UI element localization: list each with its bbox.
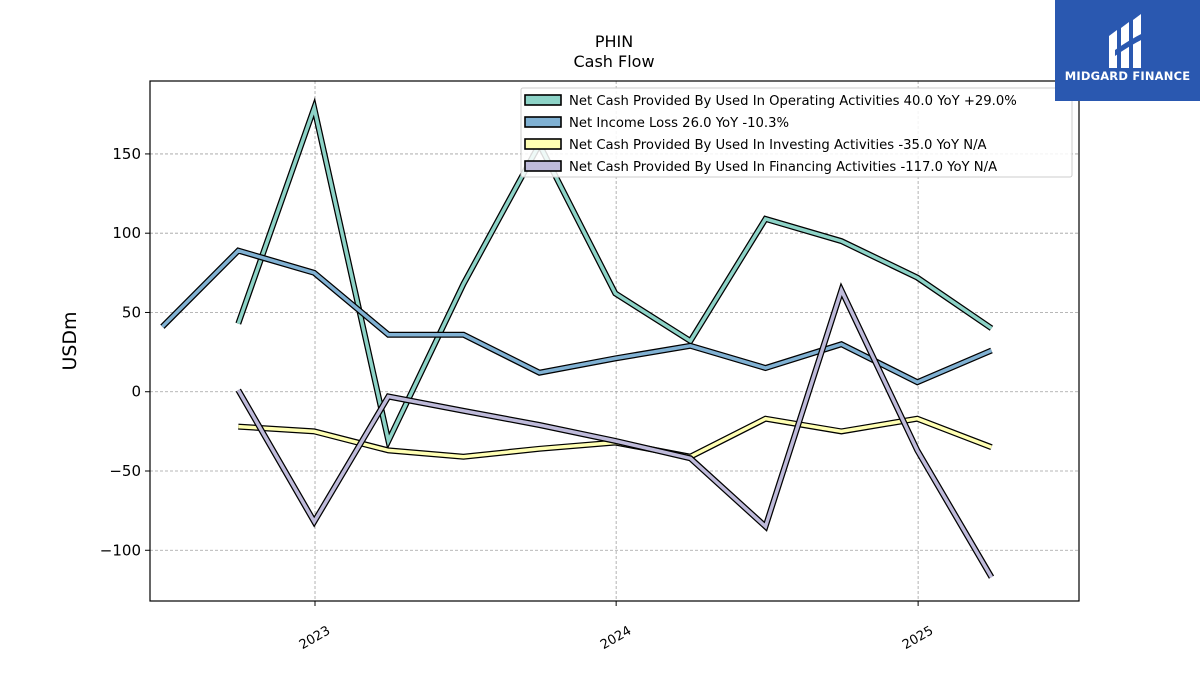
data-point (538, 371, 541, 374)
legend-label: Net Cash Provided By Used In Financing A… (569, 160, 997, 175)
data-point (916, 417, 919, 420)
chart-subtitle: Cash Flow (573, 52, 654, 71)
data-point (764, 217, 767, 220)
legend-swatch (524, 138, 562, 150)
data-point (614, 292, 617, 295)
data-point (764, 417, 767, 420)
chart-title: PHIN (595, 32, 633, 51)
y-tick-label: 150 (112, 145, 141, 163)
data-point (840, 343, 843, 346)
data-point (990, 349, 993, 352)
data-point (764, 525, 767, 528)
series-core (236, 285, 994, 579)
y-tick-label: 100 (112, 224, 141, 242)
data-point (387, 449, 390, 452)
data-point (990, 446, 993, 449)
logo-text: MIDGARD FINANCE (1064, 69, 1191, 83)
y-axis-label: USDm (59, 311, 81, 370)
data-point (538, 424, 541, 427)
data-point (462, 333, 465, 336)
data-point (840, 430, 843, 433)
data-point (313, 107, 316, 110)
series-line-2 (160, 247, 993, 386)
data-point (387, 439, 390, 442)
data-point (462, 282, 465, 285)
y-tick-label: 0 (131, 383, 141, 401)
legend-label: Net Cash Provided By Used In Operating A… (569, 94, 1017, 109)
data-point (237, 389, 240, 392)
data-point (990, 576, 993, 579)
y-tick-label: −50 (109, 462, 141, 480)
x-tick-label: 2024 (598, 623, 634, 653)
data-point (462, 455, 465, 458)
axis-ticks: −100 −50 0 50 100 150 2023 2024 2025 (100, 145, 936, 653)
series-core (161, 248, 993, 385)
data-point (313, 271, 316, 274)
data-point (538, 447, 541, 450)
data-point (614, 439, 617, 442)
legend-swatch (524, 160, 562, 172)
data-point (161, 325, 164, 328)
plot-frame (149, 80, 1080, 602)
data-point (916, 276, 919, 279)
midgard-finance-logo: MIDGARD FINANCE (1055, 0, 1200, 101)
data-point (313, 520, 316, 523)
x-tick-label: 2023 (297, 623, 333, 653)
series-line-1 (235, 97, 994, 451)
series-core (236, 101, 993, 447)
data-point (840, 289, 843, 292)
series-core (238, 416, 993, 459)
data-point (689, 344, 692, 347)
data-point (764, 367, 767, 370)
data-point (916, 381, 919, 384)
series-outline (160, 247, 993, 386)
series-line-4 (235, 282, 995, 579)
legend-box (520, 87, 1073, 178)
data-point (840, 240, 843, 243)
series-lines (160, 97, 995, 579)
data-point (614, 357, 617, 360)
series-line-3 (237, 415, 993, 460)
data-point (990, 327, 993, 330)
legend-swatch (524, 116, 562, 128)
data-point (237, 322, 240, 325)
data-point (237, 425, 240, 428)
midgard-logo-icon (1109, 14, 1145, 68)
legend-swatch (524, 94, 562, 106)
data-point (387, 333, 390, 336)
x-tick-label: 2025 (900, 623, 936, 653)
legend-label: Net Cash Provided By Used In Investing A… (569, 138, 987, 153)
data-point (689, 457, 692, 460)
data-point (237, 249, 240, 252)
data-point (916, 449, 919, 452)
data-point (387, 395, 390, 398)
legend-label: Net Income Loss 26.0 YoY -10.3% (569, 116, 789, 131)
data-point (462, 409, 465, 412)
data-point (313, 430, 316, 433)
y-tick-label: −100 (100, 541, 141, 559)
series-outline (235, 282, 995, 579)
legend: Net Cash Provided By Used In Operating A… (520, 87, 1073, 178)
data-point (689, 340, 692, 343)
y-tick-label: 50 (122, 303, 141, 321)
